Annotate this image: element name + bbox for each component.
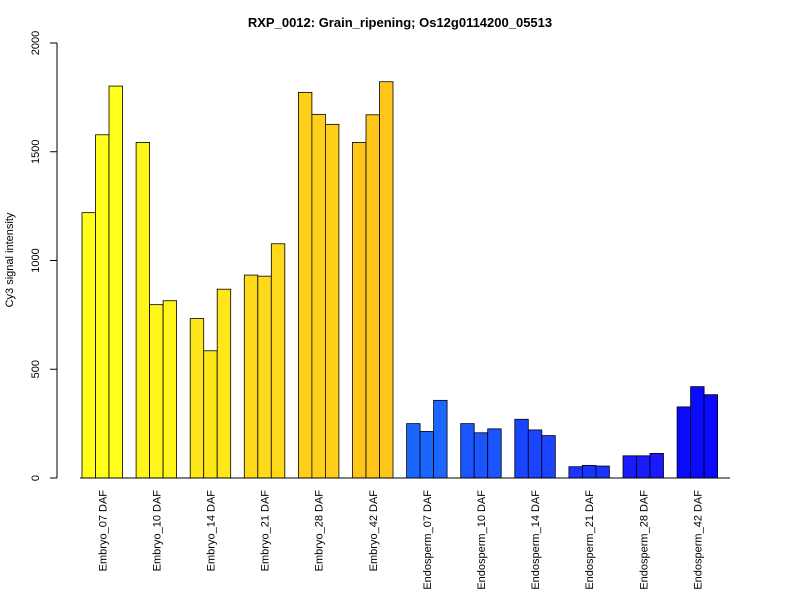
x-category-label: Endosperm_07 DAF [422, 490, 434, 590]
bar [406, 423, 421, 479]
x-category-label: Embryo_28 DAF [314, 490, 326, 572]
bar [352, 141, 367, 479]
x-category-label: Embryo_21 DAF [260, 490, 272, 572]
bar [419, 431, 435, 479]
bar [582, 464, 597, 479]
x-category-label: Endosperm_10 DAF [476, 490, 488, 590]
x-category-label: Embryo_42 DAF [368, 490, 380, 572]
bar [108, 85, 123, 479]
bar [189, 318, 205, 479]
y-tick-label: 1500 [30, 140, 42, 164]
bar [636, 455, 651, 479]
bar [460, 423, 475, 479]
x-category-label: Embryo_10 DAF [151, 490, 163, 572]
bar [216, 288, 232, 479]
bar [514, 418, 529, 479]
bar [95, 134, 110, 479]
x-category-label: Embryo_07 DAF [97, 490, 109, 572]
bar [676, 406, 691, 479]
bar [149, 304, 164, 479]
bar [243, 274, 259, 479]
bar [541, 435, 556, 479]
bar [81, 212, 96, 479]
bar [433, 399, 448, 479]
bar [527, 429, 543, 479]
y-tick-label: 0 [30, 475, 42, 481]
x-category-label: Endosperm_28 DAF [638, 490, 650, 590]
bars-group [81, 81, 718, 479]
bar [257, 275, 272, 479]
y-axis: 0 500 1000 1500 2000 [30, 31, 58, 481]
x-category-label: Embryo_14 DAF [205, 490, 217, 572]
bar [568, 466, 583, 479]
bar [622, 455, 637, 479]
bar [690, 386, 705, 479]
y-axis-label: Cy3 signal intensity [4, 212, 16, 307]
y-tick-label: 500 [30, 360, 42, 378]
x-axis-labels: Embryo_07 DAF Embryo_10 DAF Embryo_14 DAF E… [97, 490, 704, 590]
x-category-label: Endosperm_42 DAF [692, 490, 704, 590]
bar [379, 81, 394, 479]
bar [270, 243, 286, 479]
y-tick-label: 2000 [30, 31, 42, 55]
y-tick-label: 1000 [30, 248, 42, 272]
bar [162, 300, 178, 479]
bar [487, 428, 502, 479]
x-category-label: Endosperm_21 DAF [584, 490, 596, 590]
x-category-label: Endosperm_14 DAF [530, 490, 542, 590]
bar [595, 465, 610, 479]
bar [297, 91, 313, 479]
bar [473, 432, 489, 479]
chart-title: RXP_0012: Grain_ripening; Os12g0114200_0… [248, 15, 552, 30]
bar [311, 113, 326, 479]
bar [365, 114, 380, 479]
bar [703, 394, 718, 479]
bar [135, 141, 151, 479]
bar [324, 123, 340, 479]
bar [203, 350, 218, 479]
bar [649, 453, 664, 479]
